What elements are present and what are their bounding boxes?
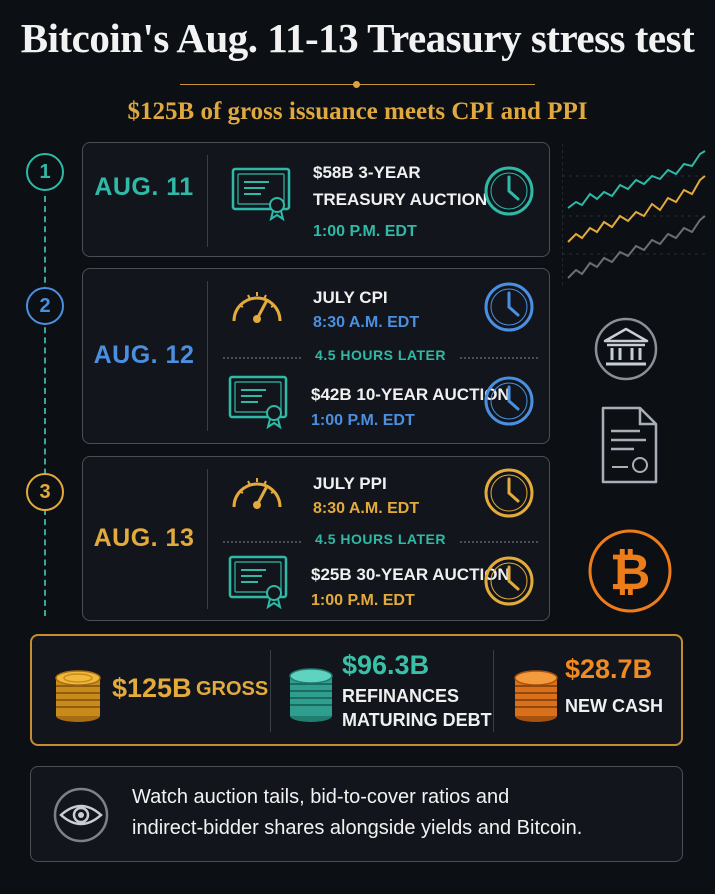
teal-coins-icon [289, 668, 333, 722]
event-label: JULY CPI [313, 288, 388, 307]
day-card-aug-11: AUG. 11 $58B 3-YEAR TREASURY AUCTION 1:0… [82, 142, 550, 257]
watch-note-panel: Watch auction tails, bid-to-cover ratios… [30, 766, 683, 862]
event-time: 8:30 A.M. EDT [313, 314, 420, 331]
total-amount: $96.3B [342, 650, 430, 680]
clock-icon [484, 556, 534, 606]
total-amount: $125B [112, 673, 192, 703]
gap-label: 4.5 HOURS LATER [223, 531, 538, 551]
step-badge-3: 3 [26, 473, 64, 511]
certificate-icon [228, 555, 288, 609]
svg-text:₿: ₿ [610, 543, 651, 601]
yield-lines-chart-icon [562, 144, 707, 287]
page-subtitle: $125B of gross issuance meets CPI and PP… [127, 98, 588, 125]
orange-coins-icon [514, 670, 558, 722]
document-icon [601, 406, 658, 484]
day-date: AUG. 11 [94, 173, 194, 201]
certificate-icon [231, 167, 291, 221]
day-date: AUG. 13 [93, 524, 195, 552]
day-date: AUG. 12 [93, 341, 195, 369]
eye-icon [53, 787, 109, 843]
day-card-aug-12: AUG. 12 JULY CPI 8:30 A.M. EDT 4.5 HOURS… [82, 268, 550, 444]
totals-divider [270, 650, 271, 732]
total-label-line-1: REFINANCES [342, 686, 460, 706]
total-amount: $28.7B [565, 654, 653, 684]
bank-icon [594, 317, 658, 381]
event-label: $42B 10-YEAR AUCTION [311, 385, 510, 404]
clock-icon [484, 282, 534, 332]
event-time: 8:30 A.M. EDT [313, 500, 420, 517]
issuance-totals-panel: $125B GROSS $96.3B REFINANCES MATURING D… [30, 634, 683, 746]
step-badge-1: 1 [26, 153, 64, 191]
gold-coins-icon [55, 670, 101, 722]
gauge-icon [232, 292, 282, 323]
page-title: Bitcoin's Aug. 11-13 Treasury stress tes… [20, 15, 695, 61]
event-time: 1:00 P.M. EDT [313, 223, 417, 240]
total-label-line-2: MATURING DEBT [342, 710, 492, 730]
note-text: Watch auction tails, bid-to-cover ratios… [132, 782, 672, 844]
totals-divider [493, 650, 494, 732]
card-divider [207, 155, 208, 247]
card-divider [207, 469, 208, 609]
total-label: NEW CASH [565, 696, 663, 716]
clock-icon [484, 376, 534, 426]
timeline-line [44, 196, 46, 616]
certificate-icon [228, 375, 288, 429]
event-time: 1:00 P.M. EDT [311, 412, 415, 429]
bitcoin-icon: ₿ [588, 529, 672, 613]
event-line-1: $58B 3-YEAR [313, 163, 421, 182]
clock-icon [484, 166, 534, 216]
event-label: JULY PPI [313, 474, 387, 493]
gap-label: 4.5 HOURS LATER [223, 347, 538, 367]
gauge-icon [232, 478, 282, 509]
note-line-1: Watch auction tails, bid-to-cover ratios… [132, 786, 510, 808]
note-line-2: indirect-bidder shares alongside yields … [132, 817, 583, 839]
clock-icon [484, 468, 534, 518]
event-label: $25B 30-YEAR AUCTION [311, 565, 510, 584]
event-line-2: TREASURY AUCTION [313, 190, 488, 209]
title-divider-dot [353, 81, 360, 88]
step-badge-2: 2 [26, 287, 64, 325]
card-divider [207, 281, 208, 431]
day-card-aug-13: AUG. 13 JULY PPI 8:30 A.M. EDT 4.5 HOURS… [82, 456, 550, 621]
total-label: GROSS [196, 678, 269, 700]
event-time: 1:00 P.M. EDT [311, 592, 415, 609]
